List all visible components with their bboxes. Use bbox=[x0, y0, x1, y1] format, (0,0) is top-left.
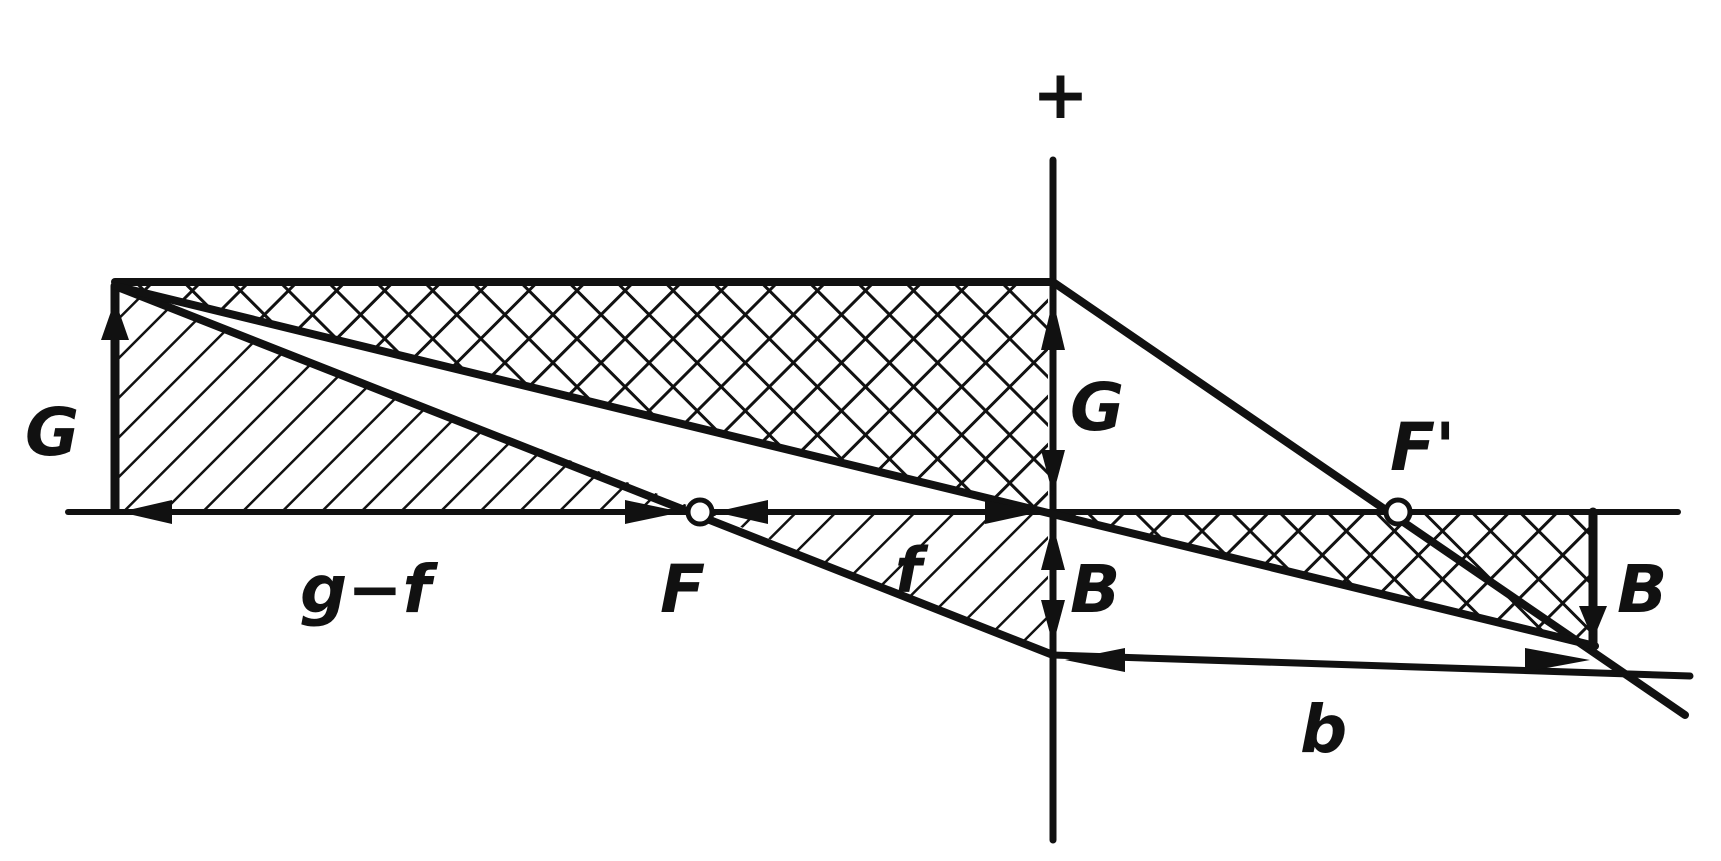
lens-arrow-down-g bbox=[1041, 450, 1065, 495]
ray-through-centre bbox=[111, 282, 1599, 650]
dim-arrow-gf-right bbox=[625, 500, 682, 524]
dim-arrow-b-right bbox=[1525, 648, 1590, 672]
back-focal-point bbox=[1383, 497, 1413, 527]
object-arrowhead-left bbox=[101, 300, 129, 340]
dim-arrow-f-right bbox=[985, 500, 1040, 524]
label-f-prime: F' bbox=[1390, 409, 1455, 486]
label-f-focus: F bbox=[660, 551, 705, 628]
ray-through-back-focus bbox=[1049, 278, 1689, 719]
ray-parallel-bottom bbox=[1049, 651, 1694, 680]
lens-arrow-up-g bbox=[1041, 300, 1065, 350]
plus-sign: + bbox=[1032, 56, 1089, 135]
label-b-distance: b bbox=[1300, 691, 1347, 768]
label-b-right: B bbox=[1617, 551, 1667, 628]
label-b-lens: B bbox=[1070, 551, 1120, 628]
lens-arrow-down-b bbox=[1041, 600, 1065, 645]
label-g-left: G bbox=[25, 394, 79, 471]
lens-arrow-up-b bbox=[1041, 525, 1065, 570]
front-focal-point bbox=[685, 497, 715, 527]
ray-through-front-focus bbox=[111, 282, 1057, 659]
dim-arrow-gf-left bbox=[120, 500, 172, 524]
label-g-right: G bbox=[1070, 369, 1124, 446]
dim-arrow-f-left bbox=[715, 500, 768, 524]
label-g-minus-f: g−f bbox=[300, 551, 439, 628]
image-arrowhead-right bbox=[1579, 606, 1607, 640]
dim-arrow-b-left bbox=[1065, 648, 1125, 672]
